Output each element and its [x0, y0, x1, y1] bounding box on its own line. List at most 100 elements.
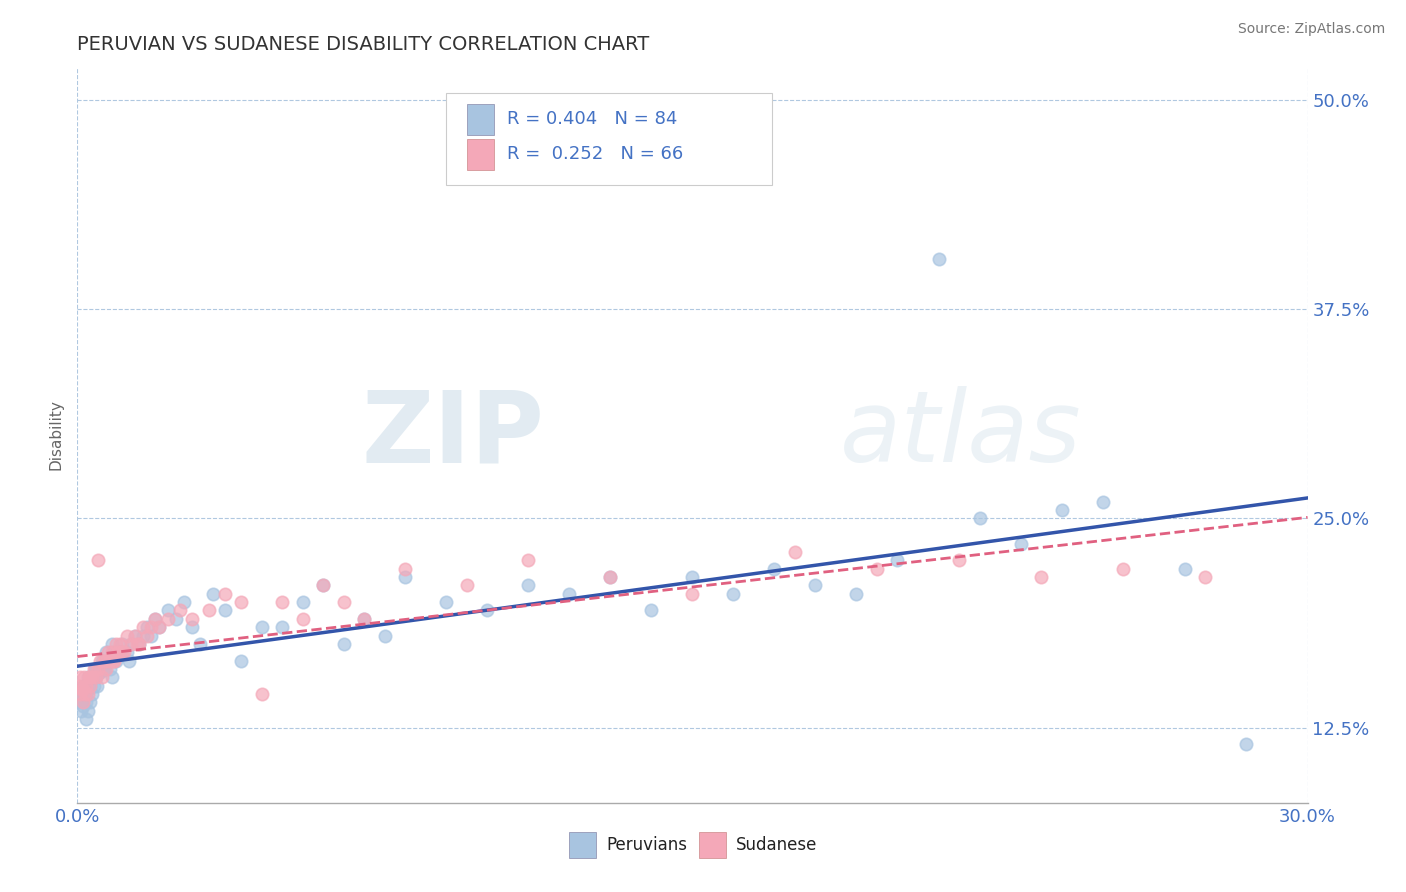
Y-axis label: Disability: Disability: [48, 400, 63, 470]
Point: [165, 612, 187, 626]
Point: [1174, 562, 1197, 576]
Text: Peruvians: Peruvians: [606, 836, 688, 854]
Point: [181, 620, 204, 634]
Point: [84, 670, 107, 684]
Point: [136, 628, 159, 642]
Point: [83, 662, 105, 676]
Point: [599, 570, 621, 584]
Point: [105, 637, 128, 651]
Point: [93, 662, 115, 676]
Point: [353, 612, 375, 626]
Point: [1010, 536, 1032, 550]
Point: [201, 587, 224, 601]
Point: [86, 679, 108, 693]
Point: [558, 587, 581, 601]
Point: [148, 620, 170, 634]
Point: [75, 679, 97, 693]
Point: [394, 570, 416, 584]
Point: [67, 687, 90, 701]
Point: [156, 612, 179, 626]
Point: [148, 620, 170, 634]
Point: [374, 628, 396, 642]
Point: [250, 687, 273, 701]
Point: [87, 662, 110, 676]
Point: [70, 692, 93, 706]
Point: [76, 704, 98, 718]
Point: [124, 628, 146, 642]
Point: [866, 562, 889, 576]
Point: [97, 645, 120, 659]
Point: [90, 670, 114, 684]
Point: [87, 553, 110, 567]
Point: [67, 679, 90, 693]
Point: [79, 679, 101, 693]
Point: [214, 587, 236, 601]
Point: [84, 670, 107, 684]
Point: [640, 603, 662, 617]
Point: [291, 612, 314, 626]
Point: [143, 612, 166, 626]
Point: [79, 696, 101, 710]
Point: [72, 681, 94, 696]
Text: R =  0.252   N = 66: R = 0.252 N = 66: [506, 145, 683, 163]
Point: [763, 562, 786, 576]
Point: [98, 654, 121, 668]
Point: [517, 578, 540, 592]
Point: [72, 698, 94, 713]
Point: [948, 553, 970, 567]
Point: [156, 603, 179, 617]
Point: [271, 620, 294, 634]
Bar: [467, 103, 495, 135]
Point: [82, 670, 104, 684]
Point: [333, 595, 356, 609]
Point: [89, 665, 111, 680]
Point: [80, 687, 103, 701]
Point: [103, 645, 125, 659]
Point: [72, 696, 94, 710]
Point: [436, 595, 458, 609]
Point: [90, 654, 114, 668]
Bar: [569, 831, 596, 858]
Point: [250, 620, 273, 634]
Point: [94, 645, 117, 659]
Point: [84, 662, 107, 676]
Point: [117, 654, 139, 668]
Point: [75, 696, 97, 710]
Text: atlas: atlas: [841, 386, 1081, 483]
Point: [599, 570, 621, 584]
Point: [73, 687, 96, 701]
Point: [1234, 737, 1257, 751]
Point: [103, 654, 125, 668]
Point: [456, 578, 478, 592]
Point: [1029, 570, 1052, 584]
Point: [173, 595, 195, 609]
Bar: [467, 139, 495, 170]
Point: [214, 603, 236, 617]
Point: [115, 628, 138, 642]
Point: [181, 612, 204, 626]
Point: [89, 654, 111, 668]
Point: [89, 665, 111, 680]
Point: [136, 620, 159, 634]
Text: R = 0.404   N = 84: R = 0.404 N = 84: [506, 110, 678, 128]
Point: [87, 662, 110, 676]
Point: [111, 645, 134, 659]
Point: [103, 654, 125, 668]
Bar: [699, 831, 725, 858]
Text: ZIP: ZIP: [361, 386, 546, 483]
Point: [93, 662, 115, 676]
Point: [111, 637, 134, 651]
Point: [394, 562, 416, 576]
Point: [77, 670, 100, 684]
Point: [70, 681, 93, 696]
Point: [723, 587, 745, 601]
Point: [69, 687, 91, 701]
Point: [143, 612, 166, 626]
Text: Sudanese: Sudanese: [735, 836, 817, 854]
Point: [132, 620, 155, 634]
Point: [845, 587, 868, 601]
Point: [682, 587, 704, 601]
Point: [110, 645, 132, 659]
Point: [477, 603, 499, 617]
Point: [101, 637, 124, 651]
